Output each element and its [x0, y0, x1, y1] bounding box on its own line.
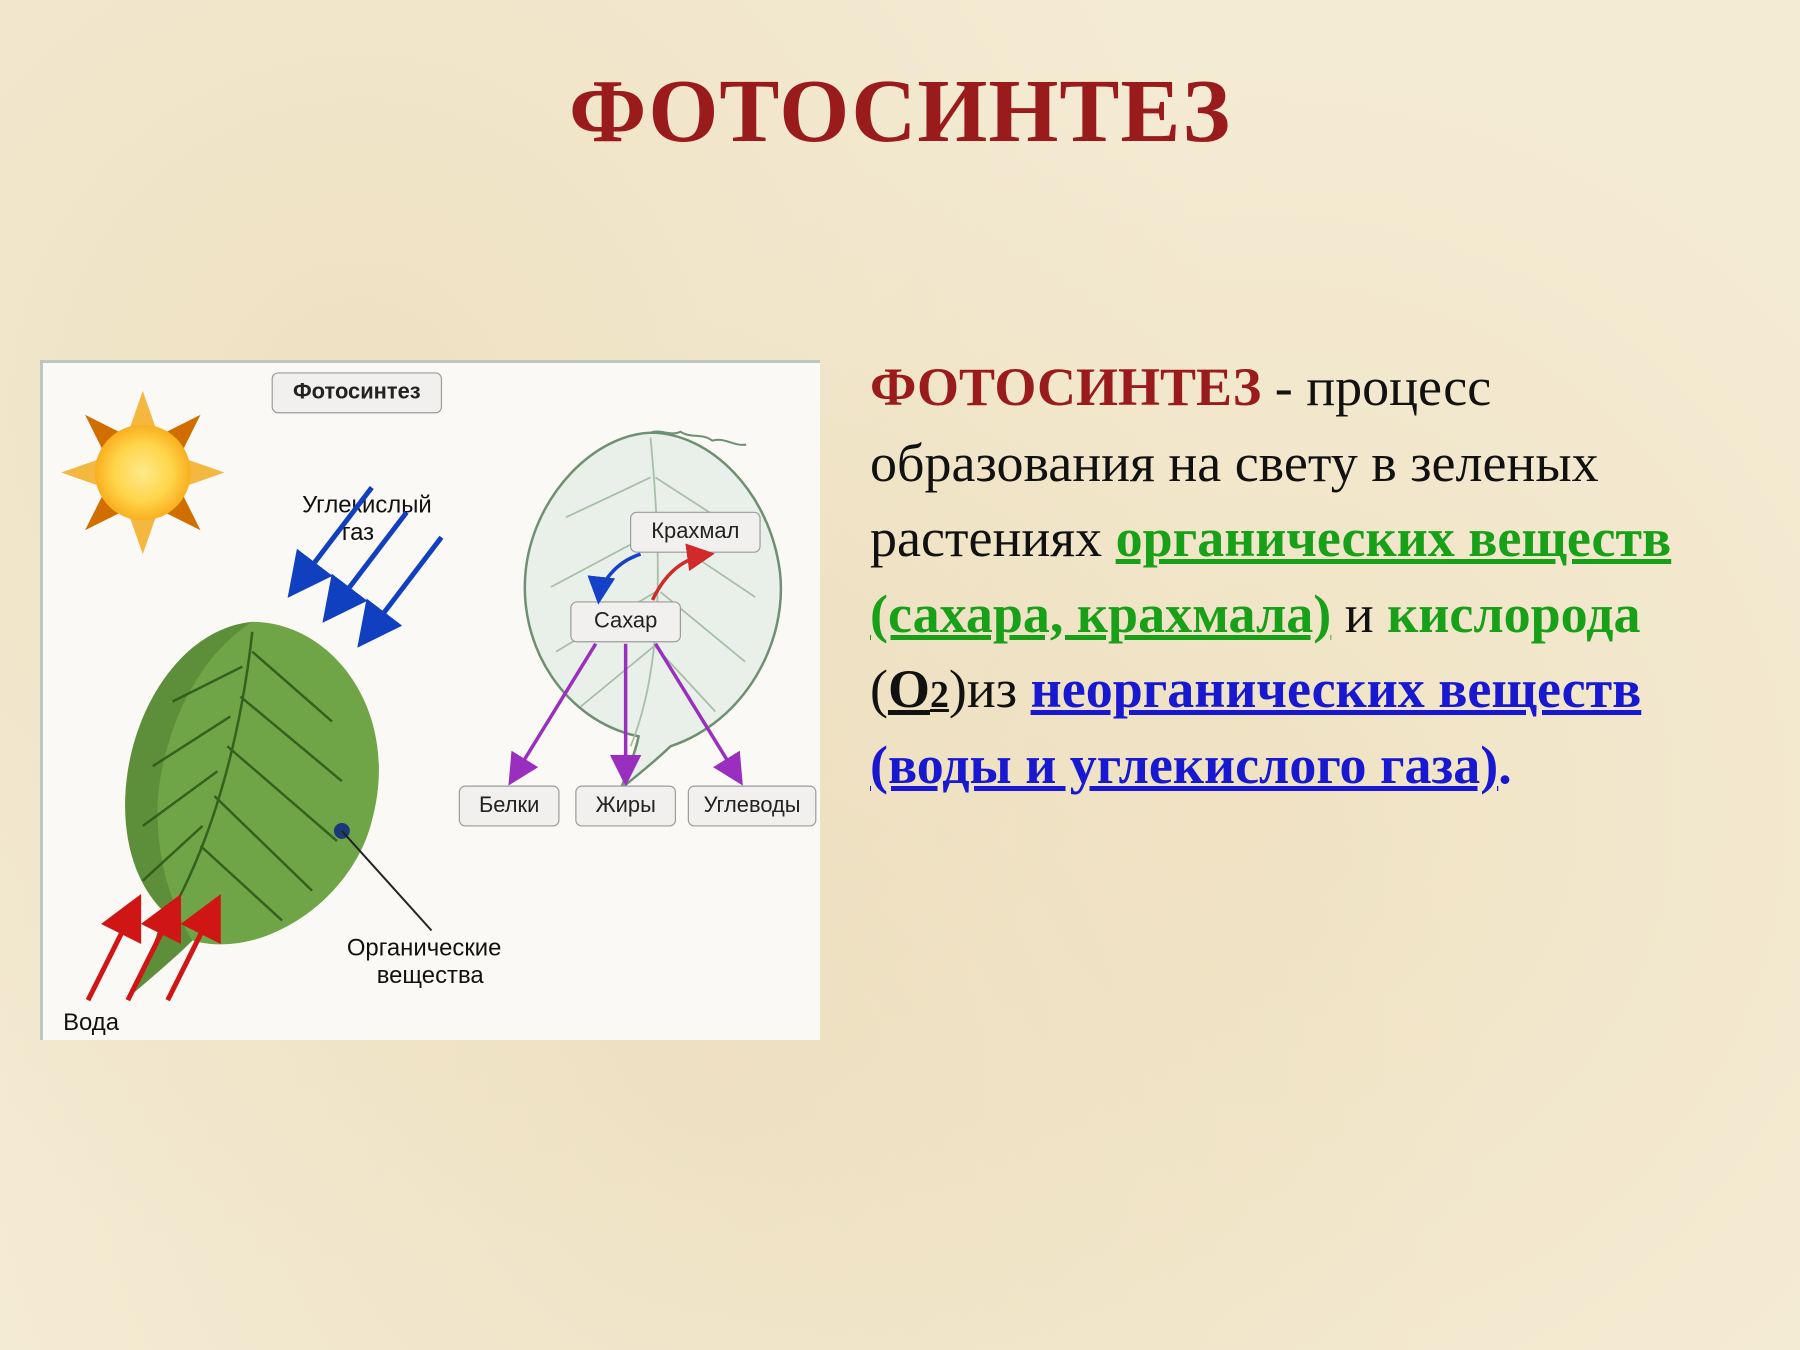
def-word: ФОТОСИНТЕЗ	[870, 357, 1261, 417]
def-rp: )	[949, 659, 967, 719]
leader-line	[342, 831, 432, 931]
slide: ФОТОСИНТЕЗ	[0, 0, 1800, 1350]
text-fats: Жиры	[595, 792, 655, 817]
leaf-icon	[125, 622, 379, 998]
label-organic-2: вещества	[377, 962, 485, 989]
label-organic-1: Органические	[347, 934, 502, 961]
slide-title: ФОТОСИНТЕЗ	[0, 60, 1800, 163]
sun-icon	[61, 391, 224, 554]
def-from: из	[967, 659, 1017, 719]
def-oxygen: кислорода	[1387, 584, 1640, 644]
def-o2sub: 2	[930, 674, 949, 716]
def-and: и	[1331, 584, 1387, 644]
diagram: Фотосинтез	[40, 360, 820, 1040]
text-carbs: Углеводы	[704, 792, 801, 817]
def-dot: .	[1498, 735, 1512, 795]
text-sugar: Сахар	[594, 608, 657, 633]
diagram-title-text: Фотосинтез	[293, 379, 421, 404]
text-starch: Крахмал	[651, 518, 739, 543]
label-water: Вода	[63, 1009, 120, 1036]
def-lp: (	[870, 659, 888, 719]
def-o2: О	[888, 659, 930, 719]
definition-block: ФОТОСИНТЕЗ - процесс образования на свет…	[870, 350, 1750, 804]
text-proteins: Белки	[479, 792, 539, 817]
diagram-svg: Фотосинтез	[43, 363, 820, 1040]
